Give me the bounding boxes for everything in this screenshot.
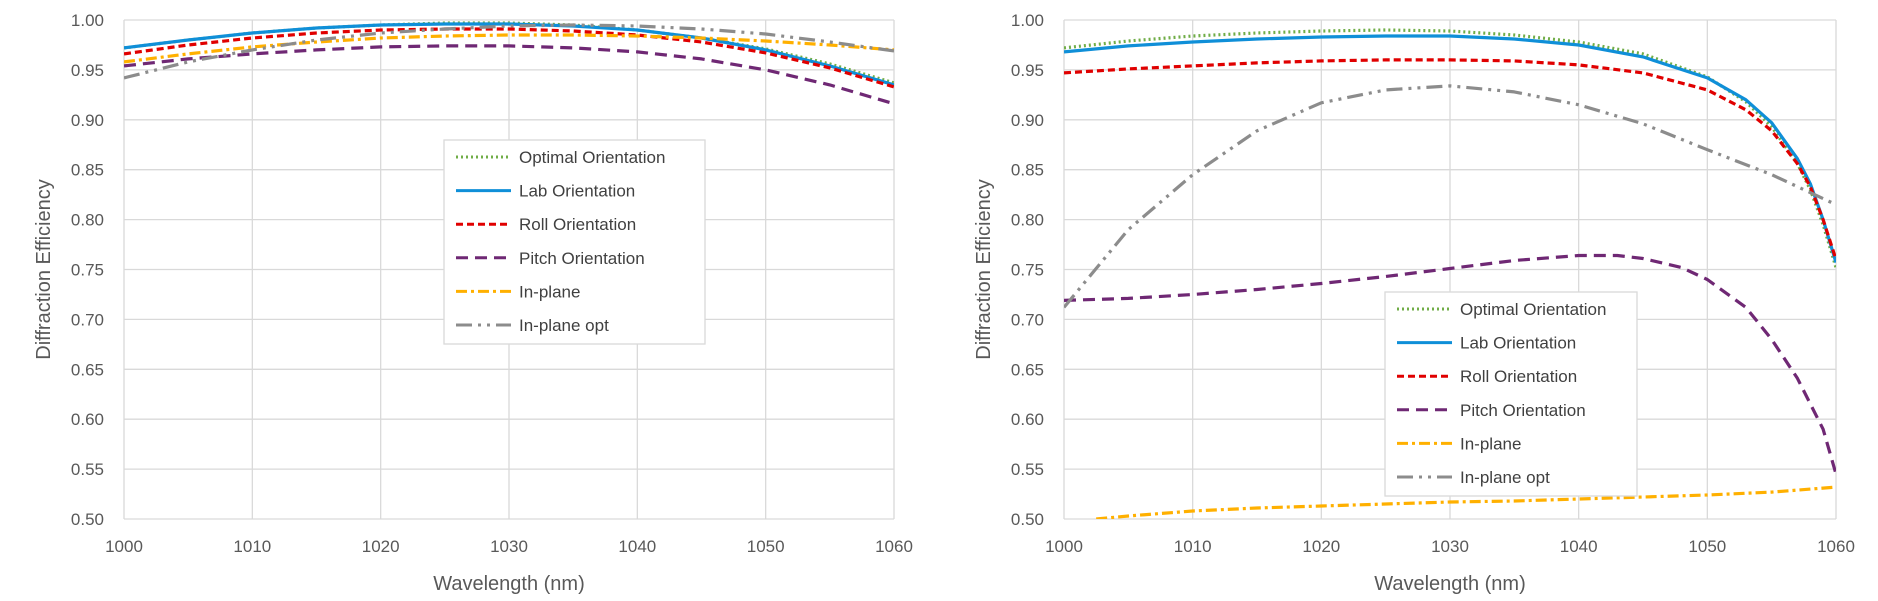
y-tick-label: 0.80 bbox=[1011, 211, 1044, 230]
series-line-in-plane bbox=[1096, 485, 1836, 519]
y-axis-title: Diffraction Efficiency bbox=[973, 179, 995, 359]
y-tick-label: 0.50 bbox=[71, 510, 104, 529]
legend-label: Lab Orientation bbox=[519, 182, 635, 201]
legend: Optimal Orientation Lab Orientation Roll O… bbox=[443, 139, 706, 345]
x-tick-label: 1040 bbox=[1560, 537, 1598, 556]
x-tick-label: 1060 bbox=[1817, 537, 1855, 556]
legend-label: In-plane opt bbox=[519, 316, 609, 335]
y-tick-label: 0.90 bbox=[1011, 111, 1044, 130]
series-line-in-plane bbox=[124, 33, 894, 64]
x-tick-label: 1030 bbox=[490, 537, 528, 556]
series-line-roll-orientation bbox=[124, 27, 894, 89]
legend-label: Optimal Orientation bbox=[1460, 300, 1606, 319]
x-tick-label: 1020 bbox=[362, 537, 400, 556]
x-tick-label: 1030 bbox=[1431, 537, 1469, 556]
x-tick-label: 1060 bbox=[875, 537, 913, 556]
y-tick-label: 0.75 bbox=[71, 261, 104, 280]
x-tick-label: 1000 bbox=[105, 537, 143, 556]
y-tick-label: 1.00 bbox=[71, 11, 104, 30]
legend-label: In-plane bbox=[519, 282, 580, 301]
x-axis-title: Wavelength (nm) bbox=[1374, 573, 1526, 595]
legend-label: In-plane opt bbox=[1460, 468, 1550, 487]
series-line-in-plane-opt bbox=[1064, 84, 1836, 309]
y-tick-label: 0.85 bbox=[71, 161, 104, 180]
y-tick-label: 0.75 bbox=[1011, 261, 1044, 280]
x-tick-label: 1050 bbox=[747, 537, 785, 556]
x-tick-label: 1010 bbox=[233, 537, 271, 556]
x-tick-label: 1050 bbox=[1688, 537, 1726, 556]
y-tick-label: 0.70 bbox=[1011, 310, 1044, 329]
y-tick-label: 0.55 bbox=[1011, 460, 1044, 479]
series-line-lab-orientation bbox=[124, 22, 894, 87]
series-line-pitch-orientation bbox=[1064, 253, 1836, 475]
legend-box bbox=[1384, 291, 1638, 497]
x-tick-label: 1020 bbox=[1302, 537, 1340, 556]
y-tick-label: 1.00 bbox=[1011, 11, 1044, 30]
y-tick-label: 0.55 bbox=[71, 460, 104, 479]
legend-box bbox=[443, 139, 706, 345]
series-line-pitch-orientation bbox=[124, 44, 894, 106]
x-tick-label: 1040 bbox=[618, 537, 656, 556]
legend-label: Pitch Orientation bbox=[1460, 401, 1586, 420]
chart-1: 0.50 0.55 0.60 0.65 0.70 0.75 0.80 0.85 0.90 0.95… bbox=[33, 11, 913, 595]
chart-2: 0.50 0.55 0.60 0.65 0.70 0.75 0.80 0.85 0.90 0.95… bbox=[973, 11, 1855, 595]
series-line-lab-orientation bbox=[1064, 34, 1836, 263]
y-tick-label: 0.60 bbox=[1011, 410, 1044, 429]
y-tick-label: 0.70 bbox=[71, 310, 104, 329]
x-tick-label: 1000 bbox=[1045, 537, 1083, 556]
y-tick-label: 0.95 bbox=[1011, 61, 1044, 80]
y-tick-label: 0.50 bbox=[1011, 510, 1044, 529]
legend-label: Roll Orientation bbox=[1460, 367, 1577, 386]
y-tick-label: 0.90 bbox=[71, 111, 104, 130]
x-tick-label: 1010 bbox=[1174, 537, 1212, 556]
y-tick-label: 0.60 bbox=[71, 410, 104, 429]
y-tick-label: 0.80 bbox=[71, 211, 104, 230]
y-tick-label: 0.65 bbox=[1011, 360, 1044, 379]
legend: Optimal Orientation Lab Orientation Roll O… bbox=[1384, 291, 1638, 497]
y-tick-label: 0.65 bbox=[71, 360, 104, 379]
y-tick-label: 0.85 bbox=[1011, 161, 1044, 180]
series-line-roll-orientation bbox=[1064, 58, 1836, 260]
series-line-in-plane-opt bbox=[124, 23, 894, 80]
legend-label: Optimal Orientation bbox=[519, 148, 665, 167]
legend-label: In-plane bbox=[1460, 434, 1521, 453]
legend-label: Roll Orientation bbox=[519, 215, 636, 234]
y-axis-title: Diffraction Efficiency bbox=[33, 179, 55, 359]
x-axis-title: Wavelength (nm) bbox=[433, 573, 585, 595]
legend-label: Pitch Orientation bbox=[519, 249, 645, 268]
legend-label: Lab Orientation bbox=[1460, 334, 1576, 353]
y-tick-label: 0.95 bbox=[71, 61, 104, 80]
